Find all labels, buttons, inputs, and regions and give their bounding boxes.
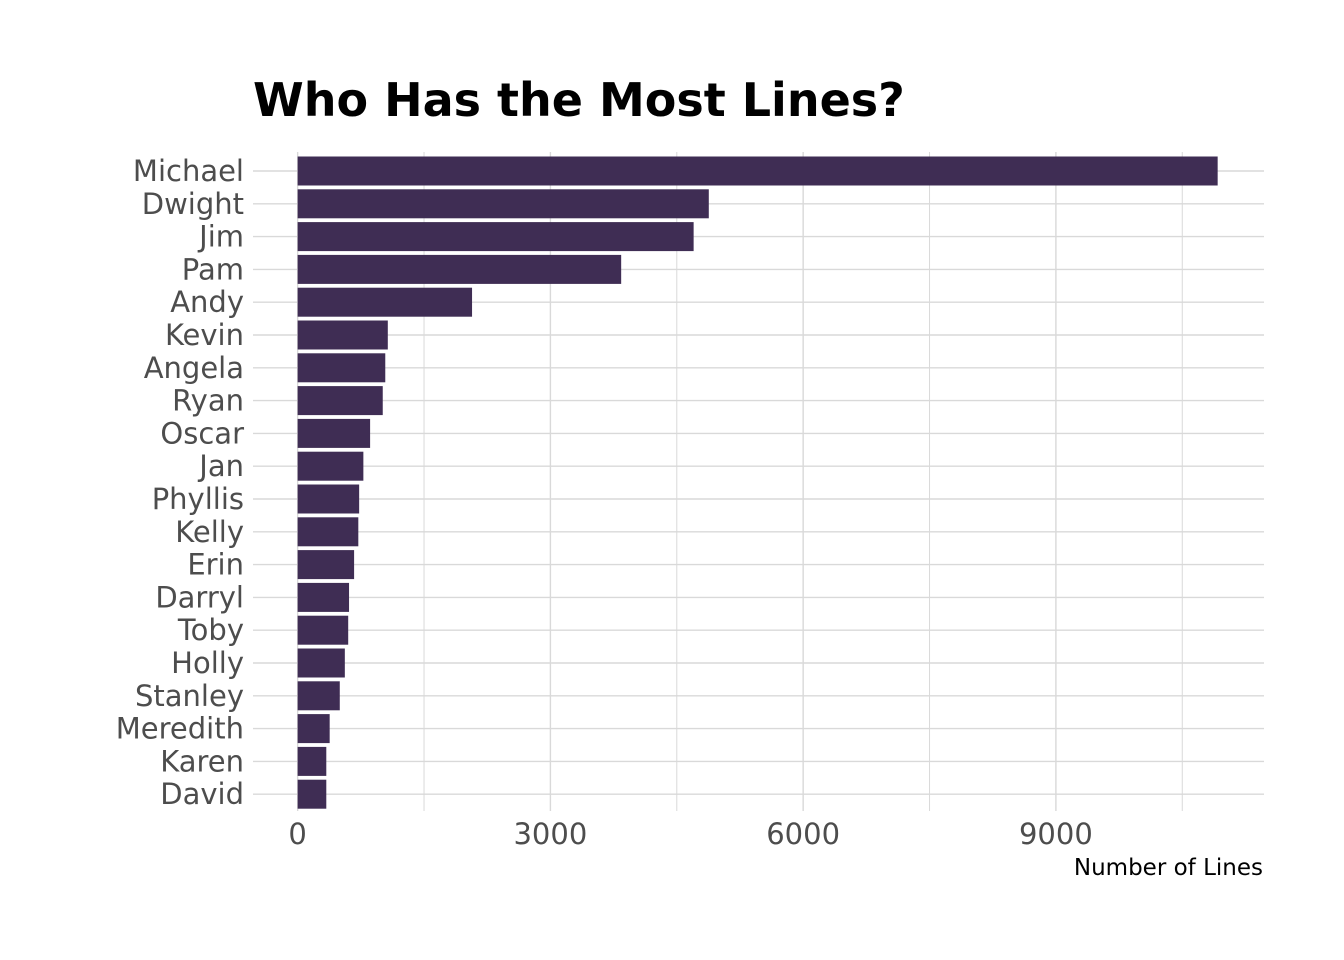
category-label: Kevin <box>165 318 244 352</box>
category-label: Jim <box>197 220 244 254</box>
category-label: Oscar <box>160 416 244 450</box>
bar <box>297 714 330 744</box>
category-label: Michael <box>133 154 244 188</box>
category-label: Holly <box>171 646 244 680</box>
bar <box>297 746 327 776</box>
bar <box>297 484 360 514</box>
bar <box>297 353 386 383</box>
category-label: Phyllis <box>152 482 244 516</box>
bars <box>297 156 1218 809</box>
bar <box>297 517 359 547</box>
category-label: Toby <box>177 613 244 647</box>
bar <box>297 779 327 809</box>
bar <box>297 254 622 284</box>
bar <box>297 287 473 317</box>
bar <box>297 681 340 711</box>
bar <box>297 550 355 580</box>
category-label: Pam <box>182 252 244 286</box>
category-label: Erin <box>187 548 244 582</box>
category-label: David <box>160 777 244 811</box>
x-tick-label: 6000 <box>766 817 840 851</box>
bar <box>297 582 350 612</box>
x-tick-label: 3000 <box>513 817 587 851</box>
chart-title: Who Has the Most Lines? <box>253 73 905 127</box>
category-labels: MichaelDwightJimPamAndyKevinAngelaRyanOs… <box>116 154 244 811</box>
bar <box>297 648 345 678</box>
bar <box>297 156 1218 186</box>
category-label: Andy <box>170 285 244 319</box>
x-tick-label: 9000 <box>1019 817 1093 851</box>
bar <box>297 418 371 448</box>
x-tick-labels: 0 3000 6000 9000 <box>288 817 1092 851</box>
category-label: Karen <box>160 744 244 778</box>
x-tick-label: 0 <box>288 817 306 851</box>
bar <box>297 222 694 252</box>
category-label: Stanley <box>135 679 244 713</box>
category-label: Meredith <box>116 712 244 746</box>
bar <box>297 189 709 219</box>
bar <box>297 386 383 416</box>
category-label: Kelly <box>175 515 244 549</box>
category-label: Darryl <box>155 580 244 614</box>
bar <box>297 615 349 645</box>
x-axis-title: Number of Lines <box>1074 855 1263 881</box>
category-label: Jan <box>197 449 244 483</box>
bar <box>297 451 364 481</box>
category-label: Ryan <box>172 384 244 418</box>
category-label: Dwight <box>142 187 244 221</box>
category-label: Angela <box>144 351 244 385</box>
bar <box>297 320 388 350</box>
